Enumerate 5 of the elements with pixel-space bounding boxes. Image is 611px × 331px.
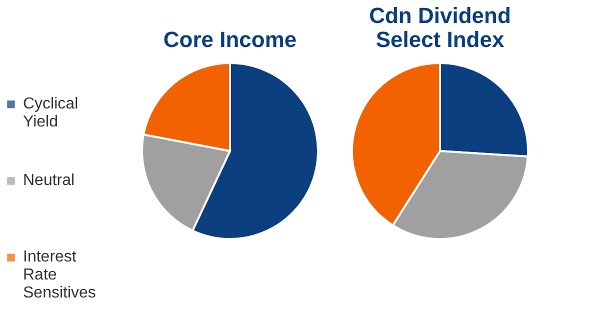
chart-title: Cdn Dividend Select Index: [369, 3, 511, 52]
legend-label: Interest Rate Sensitives: [23, 248, 96, 302]
legend-label: Neutral: [23, 172, 75, 189]
chart-title: Core Income: [163, 27, 297, 52]
legend-label: Cyclical Yield: [23, 95, 78, 130]
